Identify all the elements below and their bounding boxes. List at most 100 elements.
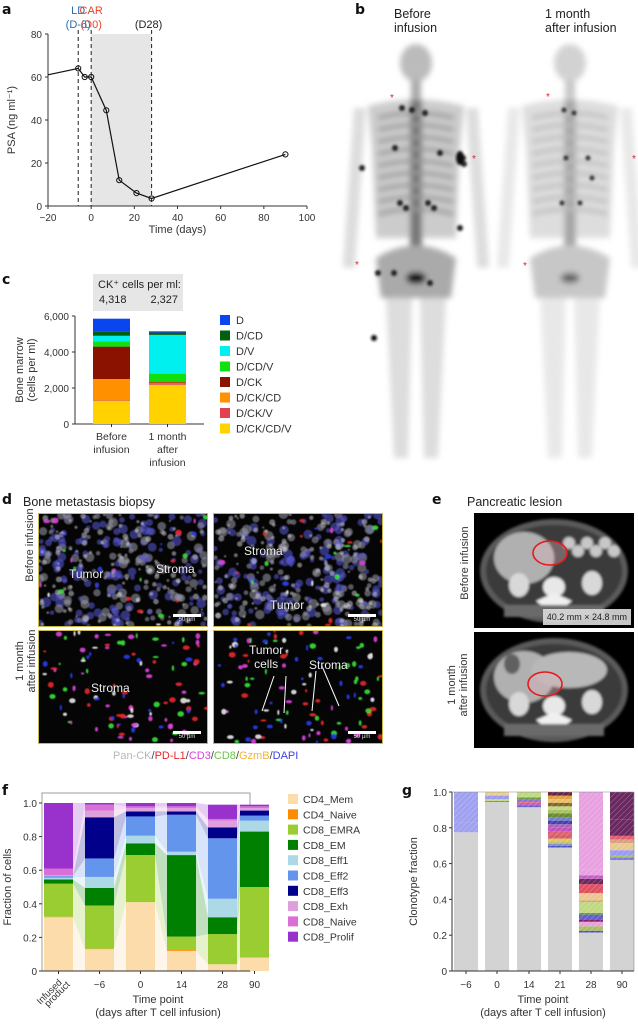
svg-text:*: * [632, 154, 636, 165]
ck-box-title: CK⁺ cells per ml: [98, 279, 181, 291]
svg-text:0.6: 0.6 [23, 866, 37, 877]
row-label-after: 1 month after infusion [14, 606, 38, 716]
svg-text:after: after [157, 444, 179, 456]
svg-text:CAR: CAR [80, 5, 103, 17]
svg-text:14: 14 [176, 980, 188, 991]
row-label-after-line1: 1 month [14, 641, 26, 681]
svg-text:0.8: 0.8 [433, 824, 447, 835]
svg-text:infusion: infusion [93, 444, 129, 456]
legend-separator: / [185, 750, 189, 762]
svg-text:LD: LD [71, 5, 85, 17]
svg-text:60: 60 [215, 213, 227, 224]
svg-text:CD4_Mem: CD4_Mem [303, 794, 353, 806]
svg-text:(D0): (D0) [80, 19, 101, 31]
ck-before-value: 4,318 [99, 294, 127, 306]
panel-label-f: f [2, 783, 9, 799]
svg-text:CD4_Naive: CD4_Naive [303, 809, 357, 821]
svg-text:6,000: 6,000 [44, 312, 69, 323]
svg-text:0: 0 [138, 980, 144, 991]
scale-bar: 50 µm [173, 731, 201, 740]
stain-cd8-label: CD8 [213, 750, 236, 762]
biopsy-title: Bone metastasis biopsy [23, 495, 156, 509]
svg-text:*: * [472, 154, 476, 165]
svg-text:0: 0 [494, 980, 500, 991]
svg-text:0.2: 0.2 [433, 931, 447, 942]
svg-text:0: 0 [441, 967, 447, 978]
svg-text:*: * [390, 93, 394, 104]
tumor-label: Tumor [69, 567, 104, 581]
svg-text:CD8_EM: CD8_EM [303, 840, 346, 852]
ct-row-label-after: 1 month after infusion [446, 635, 470, 735]
bone-scan-after-title: 1 month after infusion [545, 7, 617, 35]
svg-text:D/CK: D/CK [236, 377, 263, 389]
svg-text:Time (days): Time (days) [149, 224, 207, 236]
svg-text:(D28): (D28) [135, 19, 163, 31]
row-label-after-line2: after infusion [26, 629, 38, 693]
scale-bar: 50 µm [348, 731, 376, 740]
stain-gzmb-label: GzmB [239, 750, 270, 762]
scale-bar: 50 µm [173, 614, 201, 623]
bone-scan-before-title: Before infusion [394, 7, 438, 35]
svg-text:0: 0 [31, 967, 37, 978]
bone-scan-images: * * * * * * [342, 44, 638, 458]
svg-text:CD8_Exh: CD8_Exh [303, 901, 348, 913]
svg-text:(D-6): (D-6) [66, 19, 91, 31]
svg-text:D/CD/V: D/CD/V [236, 362, 274, 374]
svg-text:90: 90 [616, 980, 628, 991]
tumor-cells-label: Tumor cells [249, 643, 284, 671]
svg-text:0.6: 0.6 [433, 860, 447, 871]
clonotype-fraction-stacked-bar: −6 0 14 21 28 90 0 0.2 0.4 0.6 0.8 1.0 Clonotype fra… [408, 788, 635, 1019]
svg-text:1.0: 1.0 [23, 799, 37, 810]
legend-separator: / [151, 750, 155, 762]
svg-text:60: 60 [31, 73, 43, 84]
svg-text:40: 40 [31, 116, 43, 127]
svg-text:−6: −6 [460, 980, 472, 991]
micrograph-after-1: Stroma 50 µm [38, 630, 208, 744]
micrograph-after-2: Tumor cells Stroma 50 µm [213, 630, 383, 744]
svg-text:40: 40 [172, 213, 184, 224]
pancreatic-title: Pancreatic lesion [467, 495, 563, 509]
svg-text:0: 0 [88, 213, 94, 224]
svg-text:28: 28 [217, 980, 229, 991]
svg-text:D: D [236, 315, 244, 327]
svg-text:CD8_Eff3: CD8_Eff3 [303, 886, 348, 898]
svg-text:CD8_EMRA: CD8_EMRA [303, 825, 360, 837]
svg-text:CD8_Prolif: CD8_Prolif [303, 932, 354, 944]
panel-label-d: d [2, 492, 13, 508]
svg-text:CD8_Eff1: CD8_Eff1 [303, 855, 348, 867]
svg-text:0.2: 0.2 [23, 933, 37, 944]
svg-text:D/CK/CD/V: D/CK/CD/V [236, 424, 292, 436]
micrograph-before-2: Stroma Tumor 50 µm [213, 513, 383, 627]
panel-label-a: a [2, 2, 12, 18]
ct-row-label-after-line1: 1 month [446, 665, 458, 705]
lesion-measurement: 40.2 mm × 24.8 mm [542, 609, 631, 625]
svg-text:80: 80 [31, 30, 43, 41]
svg-text:14: 14 [523, 980, 535, 991]
ct-scan-after [474, 632, 634, 748]
stroma-label: Stroma [244, 544, 283, 558]
svg-text:*: * [523, 261, 527, 272]
svg-text:1.0: 1.0 [433, 788, 447, 799]
svg-text:90: 90 [249, 980, 261, 991]
svg-text:0.4: 0.4 [23, 900, 37, 911]
svg-text:1 month: 1 month [149, 431, 187, 443]
ct-scan-before: 40.2 mm × 24.8 mm [474, 513, 634, 628]
svg-text:infusion: infusion [149, 457, 185, 469]
svg-text:21: 21 [554, 980, 566, 991]
svg-text:28: 28 [585, 980, 597, 991]
row-label-before: Before infusion [24, 508, 36, 582]
micrograph-before-1: Tumor Stroma 50 µm [38, 513, 208, 627]
legend-separator: / [235, 750, 239, 762]
stain-dapi-label: DAPI [272, 750, 299, 762]
stain-pan-ck-label: Pan-CK [113, 750, 152, 762]
svg-text:20: 20 [31, 159, 43, 170]
stain-legend: Pan-CK/PD-L1/CD3/CD8/GzmB/DAPI [113, 750, 298, 762]
svg-text:4,000: 4,000 [44, 348, 69, 359]
panel-label-g: g [402, 783, 413, 799]
scale-bar: 50 µm [348, 614, 376, 623]
svg-text:Clonotype fraction: Clonotype fraction [408, 837, 420, 926]
svg-text:0: 0 [36, 202, 42, 213]
svg-text:CD8_Naive: CD8_Naive [303, 916, 357, 928]
stroma-label: Stroma [91, 681, 130, 695]
